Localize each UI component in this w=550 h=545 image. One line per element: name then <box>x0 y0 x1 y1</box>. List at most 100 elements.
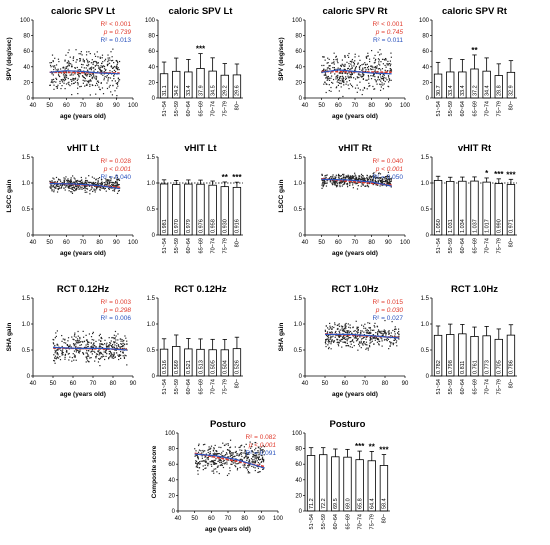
scatter-point <box>106 64 109 67</box>
scatter-point <box>342 79 344 81</box>
scatter-point <box>76 340 78 342</box>
scatter-point <box>110 178 112 180</box>
scatter-point <box>109 181 111 183</box>
scatter-point <box>253 459 255 461</box>
bar-value-label: 28.8 <box>497 85 503 96</box>
scatter-point <box>327 338 329 341</box>
scatter-point <box>106 181 108 183</box>
bar-value-label: 65.8 <box>357 498 363 509</box>
scatter-point <box>254 441 256 444</box>
scatter-point <box>57 354 59 356</box>
scatter-point <box>72 186 74 188</box>
scatter-point <box>260 458 262 461</box>
scatter-point <box>327 335 329 337</box>
scatter-point <box>95 93 97 95</box>
category-label: 60~64 <box>186 379 192 394</box>
scatter-point <box>94 68 96 71</box>
scatter-point <box>74 73 76 75</box>
scatter-point <box>105 355 107 358</box>
scatter-point <box>88 68 90 70</box>
quadratic-fit-curve <box>194 453 265 469</box>
scatter-point <box>111 184 113 186</box>
scatter-point <box>381 184 383 187</box>
scatter-point <box>254 455 256 457</box>
r-squared-linear: R² = 0.003 <box>100 299 131 306</box>
scatter-point <box>384 80 386 83</box>
scatter-point <box>218 452 220 455</box>
scatter-point <box>349 336 351 339</box>
scatter-point <box>75 359 77 361</box>
chart-title: caloric SPV Rt <box>442 6 508 17</box>
scatter-point <box>122 340 124 342</box>
scatter-point <box>98 183 100 185</box>
x-tick-label: 40 <box>30 240 37 246</box>
scatter-point <box>216 466 219 468</box>
scatter-point <box>108 57 111 59</box>
scatter-point <box>240 452 242 454</box>
scatter-point <box>83 61 86 63</box>
x-tick-label: 80 <box>368 240 375 246</box>
scatter-point <box>69 180 71 182</box>
scatter-point <box>383 176 385 179</box>
scatter-point <box>346 68 349 70</box>
chart-title: Posturo <box>210 419 246 430</box>
scatter-point <box>108 86 110 88</box>
x-tick-label: 40 <box>30 103 37 109</box>
category-label: 70~74 <box>484 379 490 394</box>
scatter-point <box>239 446 241 448</box>
scatter-point <box>98 67 100 70</box>
scatter-point <box>369 182 371 184</box>
y-tick-label: 1.0 <box>22 181 31 187</box>
scatter-point <box>225 443 227 445</box>
bar-value-label: 0.916 <box>235 219 241 233</box>
y-tick-label: 0.5 <box>294 348 303 354</box>
scatter-point <box>333 182 335 184</box>
scatter-point <box>325 339 327 341</box>
scatter-point <box>111 67 114 69</box>
scatter-point <box>354 56 356 58</box>
scatter-point <box>333 326 335 329</box>
category-label: 55~59 <box>174 238 180 253</box>
scatter-point <box>390 341 392 344</box>
scatter-point <box>363 86 366 89</box>
scatter-point <box>380 176 382 179</box>
category-label: 60~64 <box>460 379 466 394</box>
scatter-point <box>359 342 361 344</box>
scatter-point <box>70 63 72 65</box>
scatter-point <box>55 332 57 334</box>
scatter-point <box>64 59 66 61</box>
scatter-point <box>117 333 119 335</box>
category-label: 60~64 <box>460 238 466 253</box>
scatter-point <box>110 352 112 354</box>
scatter-point <box>328 89 330 92</box>
y-axis-label: SHA gain <box>278 323 285 352</box>
scatter-point <box>81 187 83 189</box>
scatter-point <box>95 340 97 343</box>
scatter-point <box>355 65 358 68</box>
scatter-point <box>111 343 114 346</box>
scatter-point <box>389 67 392 70</box>
scatter-point <box>251 461 253 463</box>
scatter-point <box>116 87 118 89</box>
scatter-point <box>85 346 87 348</box>
scatter-point <box>346 335 348 338</box>
scatter-point <box>340 72 342 74</box>
scatter-point <box>345 183 348 185</box>
scatter-point <box>245 453 247 455</box>
scatter-point <box>324 182 326 184</box>
scatter-point <box>73 339 75 341</box>
scatter-point <box>72 182 74 184</box>
scatter-point <box>72 175 74 177</box>
scatter-point <box>107 182 109 184</box>
scatter-point <box>334 68 336 70</box>
scatter-point <box>59 80 61 83</box>
scatter-point <box>388 331 390 333</box>
category-label: 51~54 <box>436 379 442 394</box>
scatter-point <box>86 343 88 345</box>
scatter-point <box>331 62 333 64</box>
scatter-point <box>119 187 121 189</box>
scatter-point <box>86 352 88 354</box>
scatter-point <box>109 59 111 61</box>
scatter-point <box>84 78 86 80</box>
